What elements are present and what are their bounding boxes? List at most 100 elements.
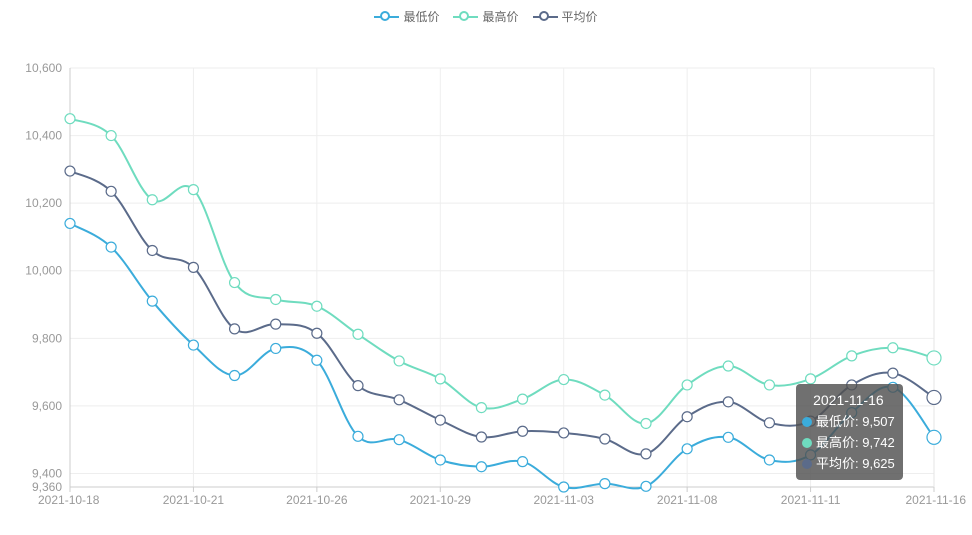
series-line-avg-price bbox=[69, 170, 935, 456]
tooltip-date: 2021-11-16 bbox=[813, 392, 884, 408]
data-point bbox=[558, 373, 570, 386]
data-point bbox=[599, 389, 611, 401]
data-point bbox=[187, 261, 200, 273]
data-point bbox=[516, 425, 529, 437]
legend-avg-label: 平均价 bbox=[561, 10, 598, 24]
data-point bbox=[64, 165, 76, 177]
x-tick-label: 2021-11-16 bbox=[906, 493, 967, 507]
y-tick-label: 9,800 bbox=[32, 331, 62, 345]
data-point bbox=[311, 300, 323, 312]
data-point bbox=[187, 184, 200, 196]
data-point bbox=[270, 318, 282, 330]
data-point bbox=[64, 217, 76, 230]
legend-min-label: 最低价 bbox=[403, 10, 440, 24]
x-tick-label: 2021-10-29 bbox=[410, 493, 472, 507]
series-line-max-price bbox=[69, 117, 935, 425]
data-point bbox=[352, 328, 364, 340]
data-point bbox=[926, 350, 942, 366]
data-point bbox=[270, 293, 282, 306]
x-tick-label: 2021-11-03 bbox=[533, 493, 594, 507]
data-point bbox=[475, 431, 488, 443]
legend-item-min[interactable]: 最低价 bbox=[374, 8, 439, 25]
data-point bbox=[804, 373, 817, 385]
legend-item-avg[interactable]: 平均价 bbox=[532, 8, 598, 25]
tooltip-avg-value: 平均价: 9,625 bbox=[816, 456, 895, 471]
legend: 最低价 最高价 平均价 bbox=[0, 8, 972, 25]
y-tick-label: 10,600 bbox=[25, 61, 62, 75]
data-point bbox=[475, 401, 488, 414]
data-point bbox=[681, 443, 693, 455]
tooltip-row-min: 最低价: 9,507 bbox=[802, 411, 895, 432]
data-point bbox=[64, 113, 76, 125]
data-point bbox=[311, 327, 323, 339]
data-point bbox=[393, 355, 405, 367]
data-point bbox=[599, 478, 611, 490]
series-min-price bbox=[64, 217, 942, 493]
series-max-price bbox=[64, 113, 942, 430]
tooltip-max-value: 最高价: 9,742 bbox=[816, 435, 895, 450]
data-point bbox=[681, 411, 693, 423]
y-tick-label: 9,400 bbox=[32, 466, 62, 480]
data-point bbox=[228, 369, 241, 382]
y-tick-label: 9,360 bbox=[32, 480, 62, 494]
data-point bbox=[599, 433, 611, 445]
data-point bbox=[681, 379, 693, 391]
data-point bbox=[105, 129, 117, 142]
data-point bbox=[926, 389, 942, 406]
data-point bbox=[763, 379, 776, 391]
data-point bbox=[434, 414, 446, 426]
tooltip-avg-marker-icon bbox=[802, 458, 812, 469]
legend-item-max[interactable]: 最高价 bbox=[453, 8, 519, 25]
legend-avg-icon bbox=[532, 10, 558, 24]
data-point bbox=[722, 431, 734, 443]
data-point bbox=[105, 185, 117, 197]
data-point bbox=[393, 394, 405, 406]
data-point bbox=[146, 194, 158, 206]
x-tick-label: 2021-10-26 bbox=[286, 493, 348, 507]
data-point bbox=[475, 461, 488, 473]
data-point bbox=[640, 417, 652, 430]
tooltip: 2021-11-16 最低价: 9,507 最高价: 9,742 平均价: 9,… bbox=[796, 384, 903, 480]
data-point bbox=[887, 342, 899, 354]
data-point bbox=[434, 373, 446, 385]
data-point bbox=[516, 393, 529, 405]
y-tick-label: 10,400 bbox=[25, 129, 62, 143]
x-axis-labels: 2021-10-18 2021-10-21 2021-10-26 2021-10-29… bbox=[38, 493, 966, 507]
data-point bbox=[516, 456, 529, 468]
data-point bbox=[558, 427, 570, 439]
series-line-min-price bbox=[69, 222, 935, 490]
data-point bbox=[640, 480, 652, 492]
data-point bbox=[434, 454, 446, 466]
data-point bbox=[228, 323, 241, 335]
data-point bbox=[558, 481, 570, 493]
y-tick-label: 10,200 bbox=[25, 196, 62, 210]
data-point bbox=[763, 417, 776, 429]
y-tick-label: 10,000 bbox=[25, 264, 62, 278]
data-point bbox=[228, 276, 241, 289]
data-point bbox=[887, 367, 899, 379]
data-point bbox=[846, 350, 858, 362]
data-point bbox=[105, 241, 117, 253]
data-point bbox=[640, 448, 652, 460]
axes bbox=[69, 68, 935, 492]
x-tick-label: 2021-11-11 bbox=[781, 493, 841, 507]
y-tick-label: 9,600 bbox=[32, 399, 62, 413]
series-group bbox=[64, 113, 942, 493]
data-point bbox=[311, 354, 323, 366]
data-point bbox=[146, 244, 158, 257]
tooltip-max-marker-icon bbox=[802, 437, 812, 448]
x-tick-label: 2021-11-08 bbox=[657, 493, 718, 507]
tooltip-row-avg: 平均价: 9,625 bbox=[802, 453, 895, 474]
tooltip-row-max: 最高价: 9,742 bbox=[802, 432, 895, 453]
tooltip-min-value: 最低价: 9,507 bbox=[816, 414, 895, 429]
data-point bbox=[926, 429, 942, 445]
data-point bbox=[393, 434, 405, 446]
data-point bbox=[352, 380, 364, 392]
data-point bbox=[352, 430, 364, 442]
legend-min-icon bbox=[374, 10, 400, 24]
data-point bbox=[146, 295, 158, 307]
legend-max-icon bbox=[453, 10, 479, 24]
data-point bbox=[270, 342, 282, 355]
